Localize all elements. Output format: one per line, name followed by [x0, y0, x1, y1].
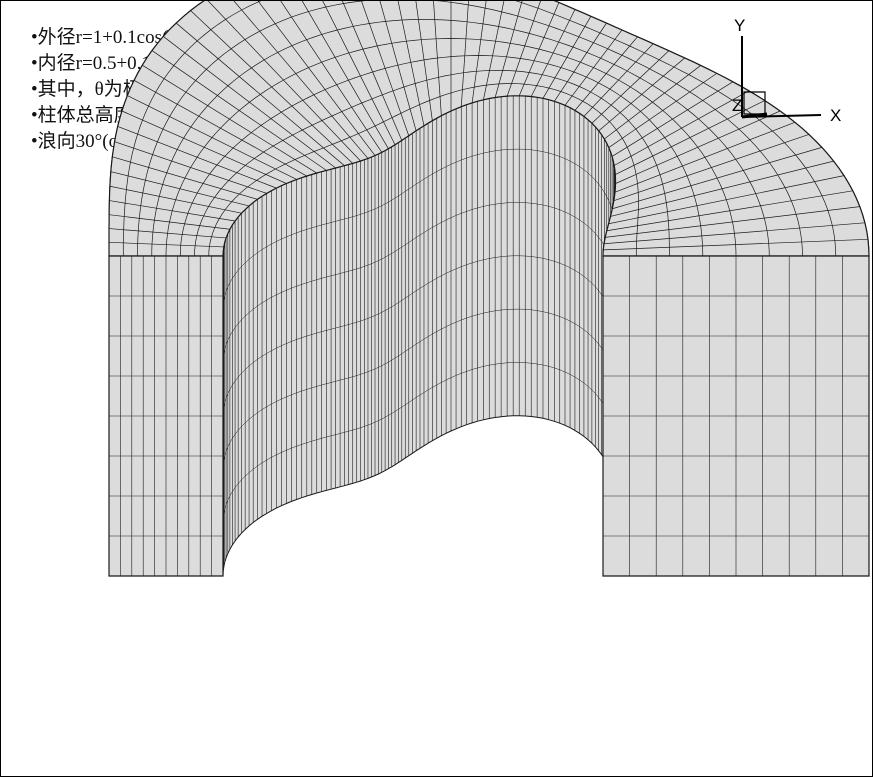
axis-triad: Y X Z: [732, 16, 841, 125]
x-axis-label: X: [830, 106, 841, 125]
top-face-ring-line: [122, 1, 837, 257]
top-face-ring-line: [194, 69, 670, 257]
cylinder-mesh: [108, 1, 870, 577]
top-face-ring-line: [137, 1, 803, 257]
note-outer-radius: •外径r=1+0.1cos(3θ);: [31, 27, 199, 48]
z-axis-label: Z: [732, 96, 742, 115]
y-axis-label: Y: [734, 16, 745, 35]
z-axis-line: [741, 112, 768, 119]
top-face-ring-line: [179, 55, 704, 257]
top-face-ring-line: [165, 38, 737, 257]
top-face-ring-line: [151, 19, 770, 257]
top-face-ring-line: [208, 83, 639, 257]
